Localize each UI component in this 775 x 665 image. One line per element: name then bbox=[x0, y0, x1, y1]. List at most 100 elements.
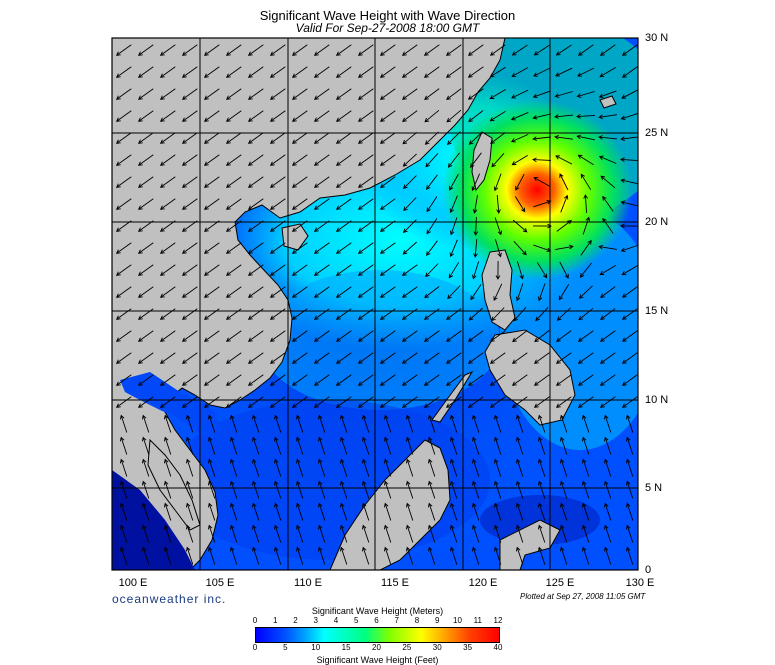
wave-direction-arrow bbox=[361, 502, 370, 521]
wave-direction-arrow bbox=[137, 132, 154, 144]
wave-direction-arrow bbox=[598, 114, 617, 120]
wave-direction-arrow bbox=[379, 220, 396, 232]
wave-direction-arrow bbox=[269, 264, 286, 276]
wave-direction-arrow bbox=[559, 458, 568, 477]
sulawesi bbox=[499, 519, 561, 570]
colorbar-meter-tick: 7 bbox=[394, 616, 399, 625]
wave-direction-arrow bbox=[269, 154, 286, 166]
wave-direction-arrow bbox=[115, 308, 132, 320]
wave-direction-arrow bbox=[335, 88, 352, 100]
wave-direction-arrow bbox=[512, 330, 528, 343]
wave-direction-arrow bbox=[207, 458, 216, 477]
wave-direction-arrow bbox=[291, 396, 308, 408]
wave-direction-arrow bbox=[533, 177, 551, 187]
wave-direction-arrow bbox=[383, 414, 392, 433]
wave-direction-arrow bbox=[181, 374, 198, 386]
lat-label-20n: 20 N bbox=[645, 216, 669, 228]
wave-direction-arrow bbox=[600, 286, 616, 298]
wave-direction-arrow bbox=[625, 480, 634, 499]
wave-direction-arrow bbox=[181, 44, 198, 56]
wave-direction-arrow bbox=[511, 155, 528, 166]
wave-direction-arrow bbox=[115, 264, 132, 276]
lat-label-30n: 30 N bbox=[645, 32, 669, 44]
wave-direction-arrow bbox=[449, 546, 458, 565]
wave-direction-arrow bbox=[472, 261, 480, 280]
wave-direction-arrow bbox=[515, 436, 524, 455]
wave-direction-arrow bbox=[554, 114, 574, 119]
wave-direction-arrow bbox=[247, 308, 264, 320]
wave-direction-arrow bbox=[471, 414, 480, 433]
wave-direction-arrow bbox=[295, 414, 304, 433]
wave-direction-arrow bbox=[115, 330, 132, 342]
wave-direction-arrow bbox=[620, 244, 638, 253]
lon-label-120e: 120 E bbox=[468, 577, 498, 589]
wave-direction-arrow bbox=[449, 239, 458, 258]
wave-direction-arrow bbox=[621, 308, 638, 320]
wave-direction-arrow bbox=[247, 264, 264, 276]
wave-direction-arrow bbox=[137, 66, 154, 78]
wave-direction-arrow bbox=[247, 88, 264, 100]
wave-direction-arrow bbox=[405, 524, 414, 543]
wave-direction-arrow bbox=[115, 44, 132, 56]
wave-direction-arrow bbox=[291, 374, 308, 386]
wave-direction-arrows bbox=[115, 44, 638, 565]
wave-direction-arrow bbox=[137, 396, 154, 408]
map-frame bbox=[111, 37, 639, 571]
colorbar-feet-tick: 25 bbox=[402, 643, 412, 652]
wave-direction-arrow bbox=[427, 502, 436, 521]
lat-label-15n: 15 N bbox=[645, 305, 669, 317]
wave-direction-arrow bbox=[379, 110, 396, 122]
wave-direction-arrow bbox=[577, 330, 594, 342]
wave-direction-arrow bbox=[405, 436, 414, 455]
wave-direction-arrow bbox=[137, 176, 154, 188]
wave-direction-arrow bbox=[621, 286, 638, 298]
map-title: Significant Wave Height with Wave Direct… bbox=[259, 8, 516, 23]
wave-direction-arrow bbox=[489, 352, 506, 364]
wave-direction-arrow bbox=[339, 480, 348, 499]
wave-direction-arrow bbox=[426, 240, 438, 256]
wave-direction-arrow bbox=[600, 308, 616, 320]
wave-direction-arrow bbox=[448, 262, 460, 279]
wave-direction-arrow bbox=[423, 374, 440, 386]
wave-direction-arrow bbox=[137, 352, 154, 364]
wave-direction-arrow bbox=[402, 241, 418, 255]
gulf-of-thailand-water bbox=[120, 372, 222, 440]
wave-direction-arrow bbox=[423, 330, 440, 342]
wave-direction-arrow bbox=[185, 436, 194, 455]
wave-direction-arrow bbox=[467, 330, 484, 342]
malay-peninsula bbox=[147, 438, 201, 531]
wave-direction-arrow bbox=[225, 44, 242, 56]
wave-direction-arrow bbox=[379, 44, 396, 56]
wave-direction-arrow bbox=[379, 264, 396, 276]
wave-direction-arrow bbox=[511, 352, 528, 364]
wave-direction-arrow bbox=[424, 131, 439, 145]
wave-direction-arrow bbox=[295, 480, 304, 499]
wave-direction-arrow bbox=[203, 220, 220, 232]
plotted-timestamp: Plotted at Sep 27, 2008 11:05 GMT bbox=[520, 592, 646, 601]
wave-direction-arrow bbox=[291, 242, 308, 254]
wave-direction-arrow bbox=[536, 262, 548, 279]
wave-direction-arrow bbox=[137, 242, 154, 254]
wave-direction-arrow bbox=[185, 480, 194, 499]
wave-direction-arrow bbox=[269, 176, 286, 188]
wave-direction-arrow bbox=[383, 524, 392, 543]
wave-direction-arrow bbox=[489, 66, 506, 78]
philippines-south bbox=[484, 329, 576, 426]
wave-direction-arrow bbox=[313, 132, 330, 144]
wave-direction-arrow bbox=[185, 414, 194, 433]
wave-direction-arrow bbox=[335, 286, 352, 298]
colorbar-meter-tick: 0 bbox=[252, 616, 258, 625]
wave-direction-arrow bbox=[339, 436, 348, 455]
wave-direction-arrow bbox=[295, 524, 304, 543]
wave-direction-arrow bbox=[581, 502, 590, 521]
wave-direction-arrow bbox=[313, 264, 330, 276]
wave-direction-arrow bbox=[379, 374, 396, 386]
wave-direction-arrow bbox=[207, 524, 216, 543]
wave-direction-arrow bbox=[225, 374, 242, 386]
wave-direction-arrow bbox=[317, 436, 326, 455]
wave-direction-arrow bbox=[621, 330, 638, 342]
wave-direction-arrow bbox=[269, 220, 286, 232]
wave-direction-arrow bbox=[361, 480, 370, 499]
wave-direction-arrow bbox=[335, 242, 352, 254]
wave-direction-arrow bbox=[137, 154, 154, 166]
